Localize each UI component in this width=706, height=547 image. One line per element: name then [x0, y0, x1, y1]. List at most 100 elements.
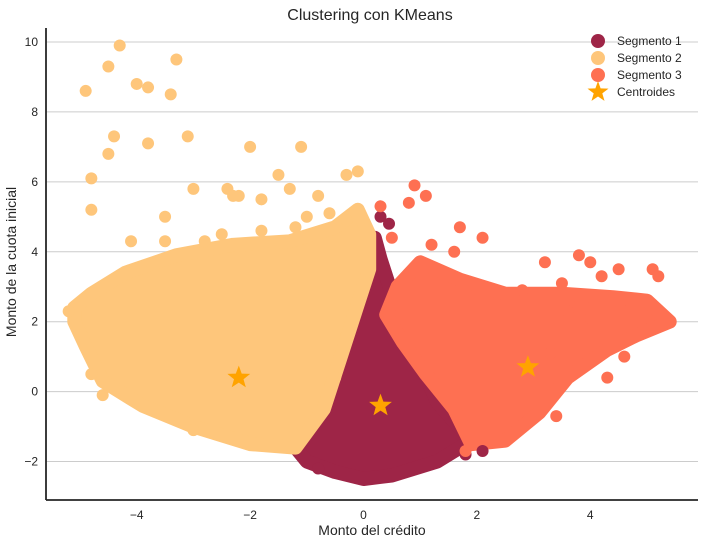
data-point [255, 193, 268, 206]
centroid-star [516, 355, 540, 377]
data-point [300, 210, 313, 223]
data-point [618, 350, 631, 363]
x-tick-label: 4 [587, 508, 594, 522]
legend-label: Segmento 1 [617, 34, 682, 48]
y-tick-label: 4 [31, 245, 38, 259]
legend-label: Segmento 2 [617, 51, 682, 65]
y-tick-label: 0 [31, 385, 38, 399]
data-point [164, 88, 177, 101]
y-axis-label: Monto de la cuota inicial [3, 187, 19, 337]
data-point [125, 235, 138, 248]
x-axis-label: Monto del crédito [318, 522, 426, 538]
cluster-region-3 [379, 255, 677, 452]
data-point [340, 168, 353, 181]
data-point [159, 235, 172, 248]
cluster-regions [67, 202, 677, 486]
y-tick-labels: −2 0 2 4 6 8 10 [24, 35, 38, 469]
x-tick-labels: −4 −2 0 2 4 [130, 508, 594, 522]
data-point [181, 130, 194, 143]
data-point [476, 445, 489, 458]
data-point [374, 200, 387, 213]
data-point [595, 270, 608, 283]
data-point [408, 179, 421, 192]
cluster-region-2 [67, 202, 377, 455]
centroid-star [369, 393, 392, 416]
data-point [538, 256, 551, 269]
x-tick-label: −4 [130, 508, 144, 522]
legend-label: Segmento 3 [617, 68, 682, 82]
data-point [108, 130, 121, 143]
x-tick-label: 2 [474, 508, 481, 522]
data-point [425, 238, 438, 251]
data-point [312, 189, 325, 202]
data-point [198, 235, 211, 248]
data-point [85, 203, 98, 216]
data-point [329, 371, 342, 384]
data-point [62, 305, 75, 318]
data-point [383, 217, 396, 230]
scatter-points [62, 39, 665, 475]
data-point [159, 210, 172, 223]
chart-title: Clustering con KMeans [287, 7, 452, 24]
data-point [385, 231, 398, 244]
data-point [340, 214, 353, 227]
data-point [215, 228, 228, 241]
data-point [244, 140, 257, 153]
legend-marker-star [587, 81, 609, 101]
centroid-markers [227, 355, 540, 416]
data-point [102, 60, 115, 73]
data-point [295, 140, 308, 153]
data-point [572, 249, 585, 262]
data-point [374, 210, 387, 223]
data-point [419, 189, 432, 202]
legend-label: Centroides [617, 85, 675, 99]
data-point [516, 284, 529, 297]
data-point [453, 221, 466, 234]
data-point [323, 207, 336, 220]
data-point [550, 410, 563, 423]
data-point [130, 77, 143, 90]
data-point [96, 389, 109, 402]
data-point [113, 39, 126, 52]
data-point [459, 445, 472, 458]
y-tick-label: 8 [31, 105, 38, 119]
data-point [448, 245, 461, 258]
data-point [584, 256, 597, 269]
data-point [351, 165, 364, 178]
data-point [612, 263, 625, 276]
data-point [544, 347, 557, 360]
legend-marker [591, 51, 605, 65]
data-point [142, 81, 155, 94]
data-point [102, 147, 115, 160]
data-point [79, 84, 92, 97]
x-tick-label: 0 [360, 508, 367, 522]
data-point [255, 224, 268, 237]
data-point [561, 305, 574, 318]
data-point [272, 168, 285, 181]
data-point [601, 371, 614, 384]
data-point [283, 182, 296, 195]
data-point [85, 368, 98, 381]
data-point [187, 424, 200, 437]
data-point [142, 137, 155, 150]
data-point [85, 172, 98, 185]
data-point [584, 312, 597, 325]
data-point [289, 221, 302, 234]
y-tick-label: 6 [31, 175, 38, 189]
data-point [476, 231, 489, 244]
legend-marker [591, 34, 605, 48]
legend-marker [591, 68, 605, 82]
data-point [312, 462, 325, 475]
centroid-star [227, 365, 251, 388]
data-point [187, 182, 200, 195]
data-point [402, 196, 415, 209]
data-point [232, 189, 245, 202]
y-tick-label: −2 [24, 455, 38, 469]
x-tick-label: −2 [243, 508, 257, 522]
y-tick-label: 2 [31, 315, 38, 329]
legend: Segmento 1 Segmento 2 Segmento 3 Centroides [587, 34, 682, 101]
data-point [555, 277, 568, 290]
data-point [170, 53, 183, 66]
data-point [652, 270, 665, 283]
